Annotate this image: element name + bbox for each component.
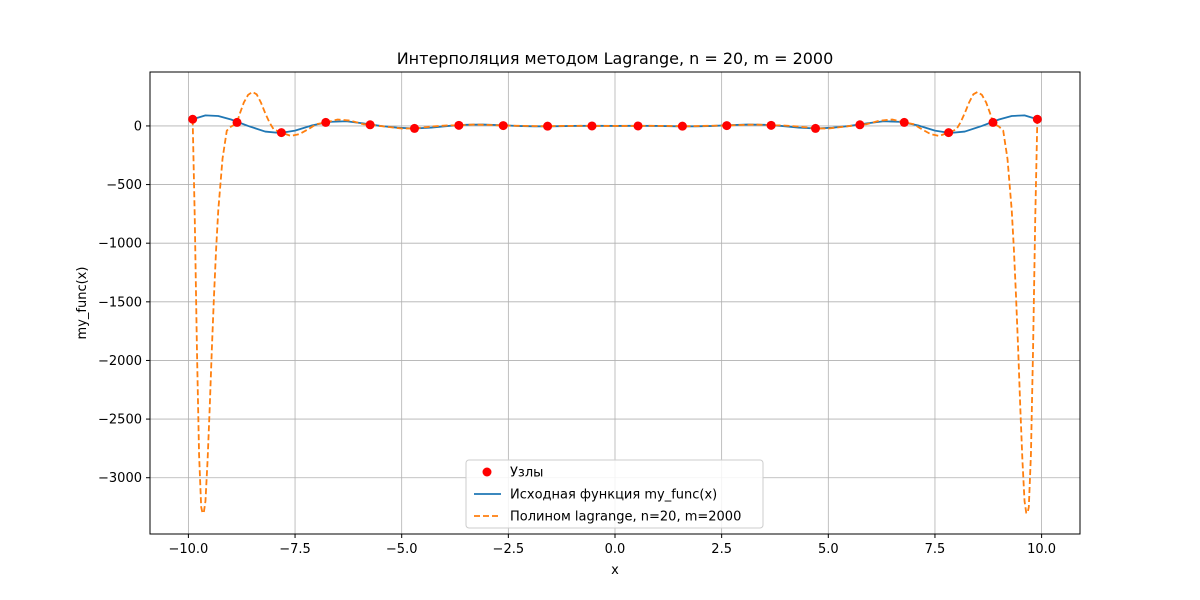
node-point [543,121,553,131]
y-tick-label: −500 [106,178,142,193]
legend-marker-nodes [482,467,492,477]
x-tick-label: 7.5 [925,542,946,557]
y-tick-label: −1500 [98,295,142,310]
node-point [633,121,643,131]
chart-title: Интерполяция методом Lagrange, n = 20, m… [397,49,834,68]
node-point [587,121,597,131]
y-tick-label: −2500 [98,413,142,428]
series-layer [188,91,1042,514]
y-tick-label: −2000 [98,354,142,369]
y-tick-label: −3000 [98,471,142,486]
node-point [498,121,508,131]
x-axis: −10.0 −7.5 −5.0 −2.5 0.0 2.5 5.0 7.5 10.0 [168,534,1056,557]
x-axis-label: x [611,563,619,578]
node-point [365,120,375,130]
node-point [766,120,776,130]
legend-box [465,459,764,529]
polynomial-line [191,91,1039,514]
x-tick-label: 5.0 [818,542,839,557]
x-tick-label: −2.5 [493,542,525,557]
x-tick-label: 10.0 [1027,542,1056,557]
x-tick-label: 0.0 [605,542,626,557]
node-point [811,123,821,133]
x-tick-label: −5.0 [386,542,418,557]
node-point [722,121,732,131]
node-point [988,117,998,127]
y-tick-label: −1000 [98,237,142,252]
node-point [409,123,419,133]
node-point [1032,114,1042,124]
y-axis: 0 −500 −1000 −1500 −2000 −2500 −3000 [98,119,150,486]
node-point [855,120,865,130]
node-point [899,117,909,127]
x-tick-label: −7.5 [279,542,311,557]
x-tick-label: −10.0 [168,542,208,557]
node-point [232,117,242,127]
legend-label: Узлы [510,466,543,481]
x-tick-label: 2.5 [711,542,732,557]
node-point [321,117,331,127]
node-point [188,114,198,124]
node-point [677,121,687,131]
y-axis-label: my_func(x) [75,267,90,340]
legend-label: Полином lagrange, n=20, m=2000 [510,510,741,525]
y-tick-label: 0 [134,119,142,134]
node-point [944,128,954,138]
legend-label: Исходная функция my_func(x) [510,488,717,503]
node-point [276,128,286,138]
node-point [454,120,464,130]
legend: Узлы Исходная функция my_func(x) Полином l… [465,459,764,529]
